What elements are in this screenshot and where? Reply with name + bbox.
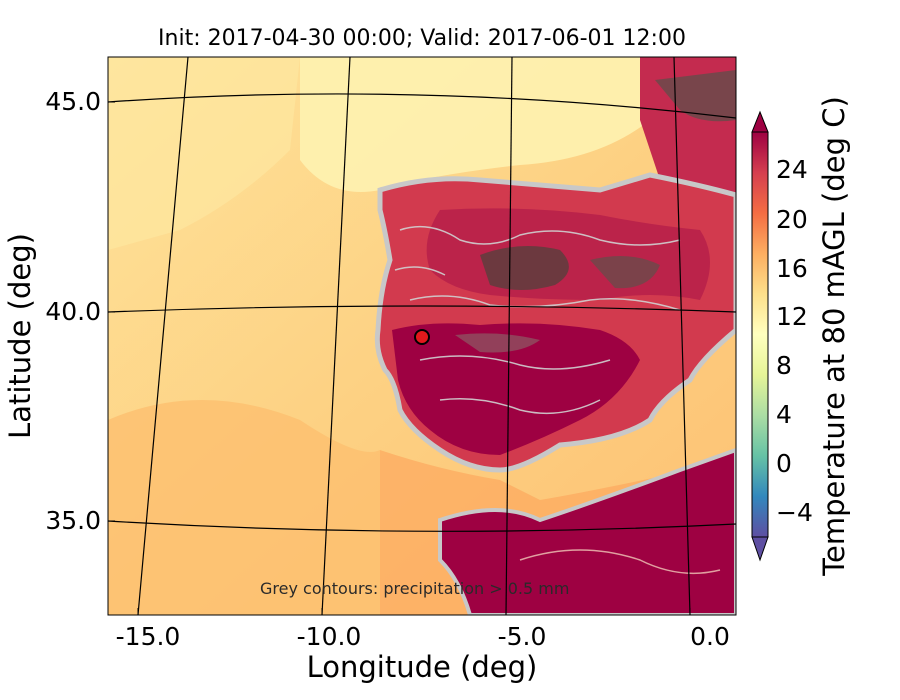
y-tick-label: 35.0 [45,506,101,535]
colorbar-tick-label: 16 [776,254,808,283]
iberian-system-patch [480,246,569,290]
station-marker [414,329,430,345]
cool-patch-east [590,256,660,289]
y-axis: 45.0 40.0 35.0 [45,87,115,535]
figure-title: Init: 2017-04-30 00:00; Valid: 2017-06-0… [158,26,686,51]
colorbar-tick-label: 4 [776,400,792,429]
y-tick-label: 40.0 [45,297,101,326]
colorbar-tick-label: 24 [776,155,808,184]
precip-contours [394,225,681,415]
colorbar-label-text: Temperature at 80 mAGL (deg C) [817,96,851,576]
colorbar-tick-label: 8 [776,351,792,380]
graticule [108,57,736,615]
north-africa-land [438,447,736,615]
x-axis: -15.0 -10.0 -5.0 0.0 [116,608,730,651]
x-tick-label: -5.0 [498,622,547,651]
north-atlantic-band [108,57,300,250]
precip-annotation: Grey contours: precipitation > 0.5 mm [260,579,569,598]
central-range-patch [455,333,540,353]
x-axis-label: Longitude (deg) [306,650,538,684]
colorbar-tick-label: 12 [776,302,808,331]
colorbar: 24 20 16 12 8 4 0 −4 [751,110,813,562]
cool-sea-band [300,57,650,192]
x-tick-label: -15.0 [116,622,181,651]
colorbar-tick-label: 0 [776,449,792,478]
map-field: Grey contours: precipitation > 0.5 mm [108,57,736,615]
y-axis-label-text: Latitude (deg) [3,233,37,439]
north-africa-contours [519,549,721,575]
colorbar-extend-max [751,110,769,133]
colorbar-scale [751,131,769,538]
y-tick-label: 45.0 [45,87,101,116]
colorbar-extend-min [751,536,769,562]
plot-frame [107,56,737,616]
colorbar-tick-label: −4 [776,498,813,527]
south-atlantic-band [108,400,380,615]
colorbar-tick-label: 20 [776,205,808,234]
x-tick-label: 0.0 [690,622,730,651]
x-tick-label: -10.0 [297,622,362,651]
